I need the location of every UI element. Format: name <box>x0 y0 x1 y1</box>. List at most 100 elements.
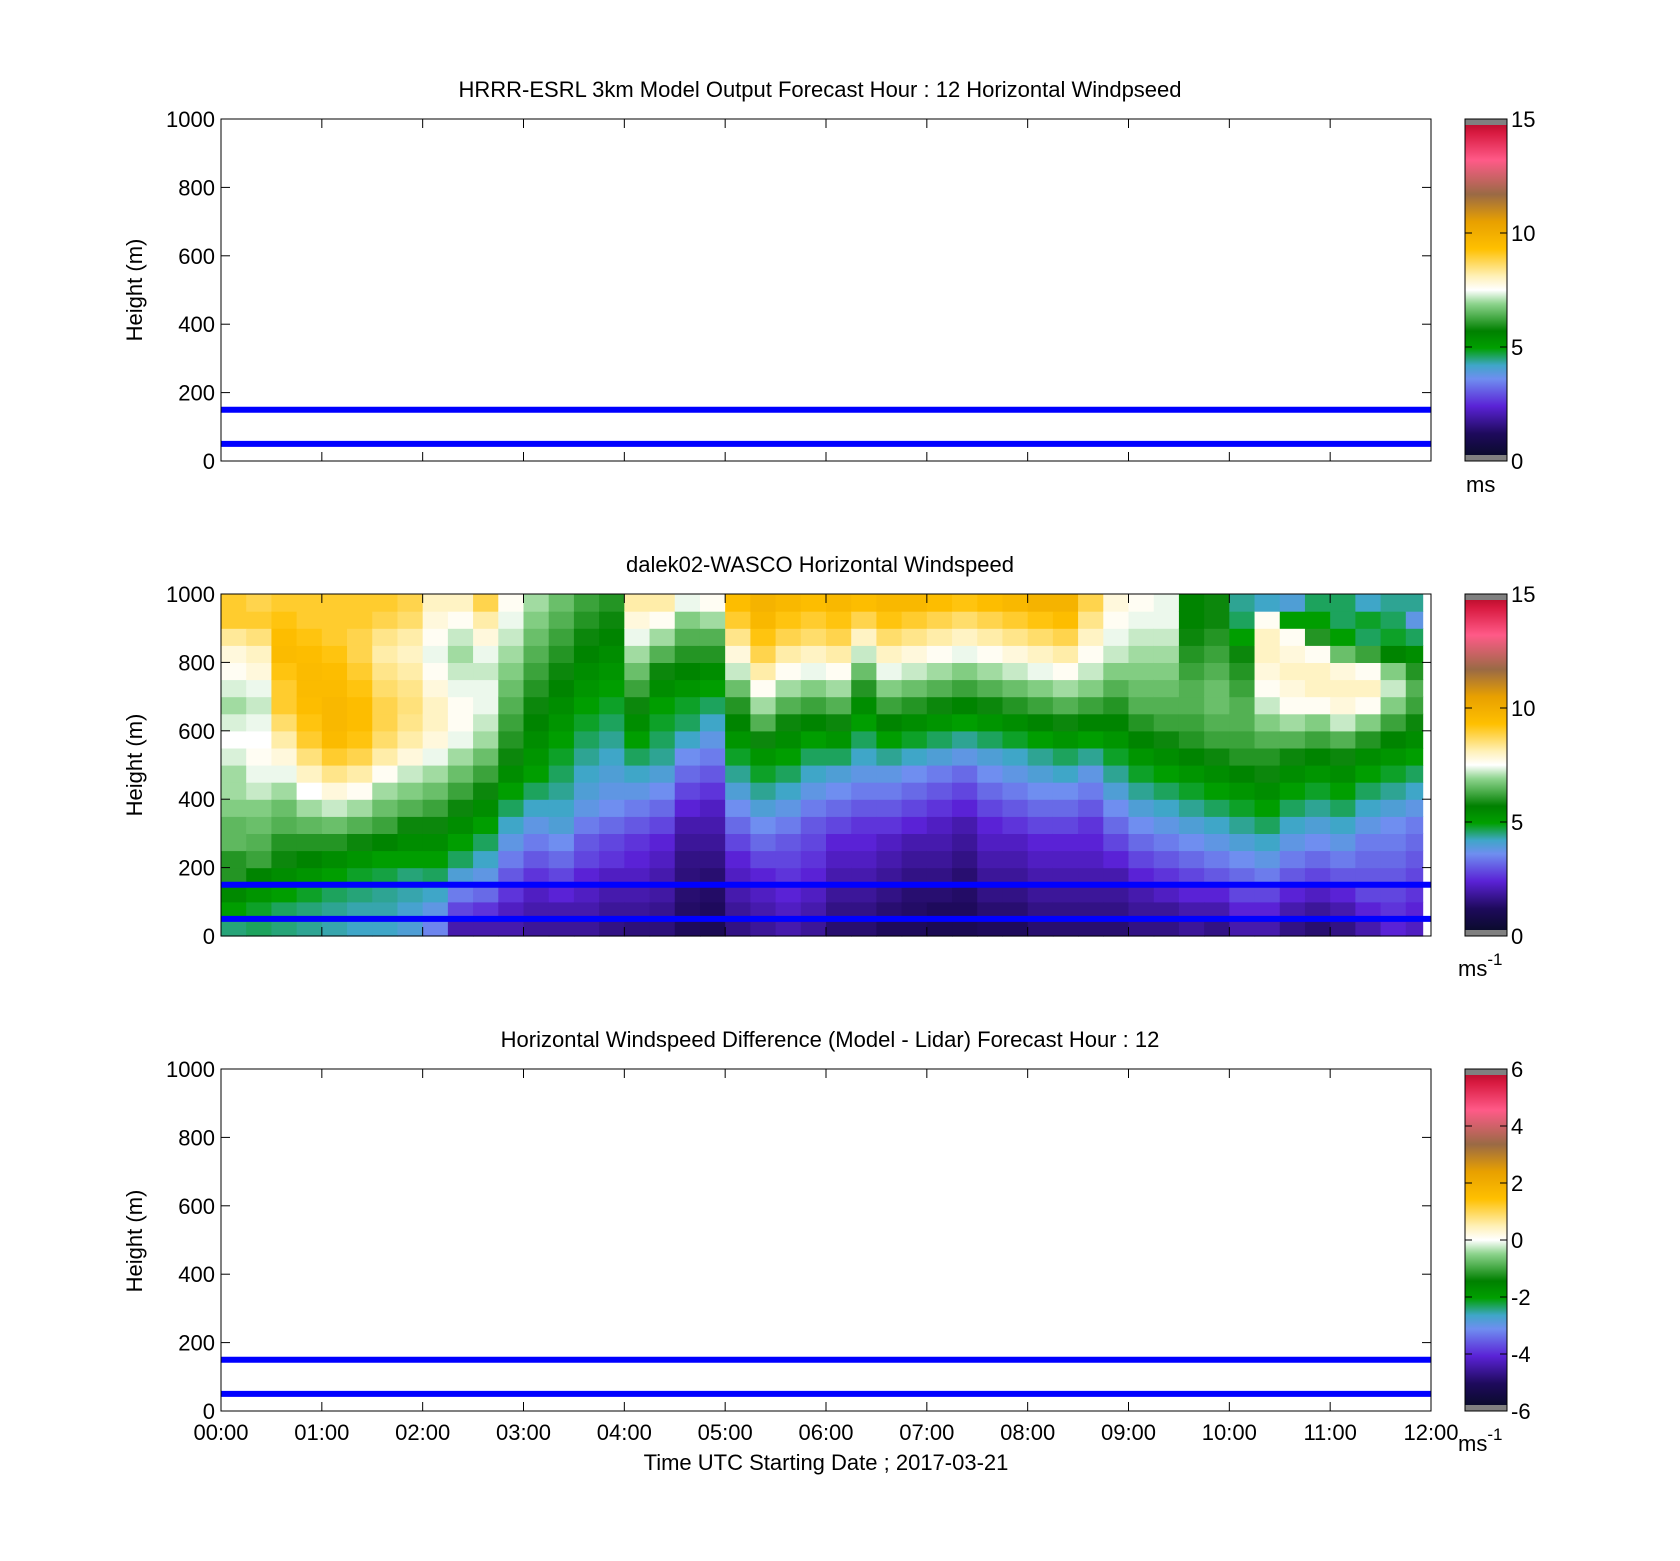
heatmap-cell <box>548 730 575 749</box>
heatmap-cell <box>422 918 449 937</box>
heatmap-cell <box>750 679 777 698</box>
heatmap-cell <box>397 884 424 903</box>
heatmap-cell <box>674 765 701 783</box>
heatmap-cell <box>1380 747 1407 766</box>
heatmap-cell <box>876 799 903 817</box>
heatmap-cell <box>1027 765 1054 783</box>
heatmap-cell <box>725 799 751 817</box>
colorbar-tick-label: 10 <box>1511 696 1535 721</box>
heatmap-cell <box>1027 730 1054 749</box>
heatmap-cell <box>498 747 525 766</box>
heatmap-cell <box>977 833 1004 852</box>
heatmap-cell <box>372 901 399 920</box>
heatmap-cell <box>422 884 449 903</box>
heatmap-cell <box>321 884 348 903</box>
heatmap-cell <box>1052 782 1079 800</box>
heatmap-cell <box>1229 713 1256 732</box>
heatmap-cell <box>372 782 399 800</box>
heatmap-cell <box>624 782 651 800</box>
heatmap-cell <box>271 679 298 698</box>
heatmap-cell <box>901 816 928 834</box>
y-tick-label: 600 <box>178 719 215 744</box>
heatmap-cell <box>296 884 323 903</box>
heatmap-cell <box>1027 782 1054 800</box>
heatmap-cell <box>548 662 575 681</box>
heatmap-cell <box>1279 730 1306 749</box>
heatmap-cell <box>674 833 701 852</box>
x-tick-label: 03:00 <box>496 1420 551 1445</box>
difference-x-ticks <box>220 1069 1432 1411</box>
heatmap-cell <box>977 730 1004 749</box>
heatmap-cell <box>1279 628 1306 646</box>
heatmap-cell <box>347 747 373 766</box>
heatmap-cell <box>246 662 273 681</box>
heatmap-cell <box>296 662 323 681</box>
heatmap-cell <box>1178 884 1205 903</box>
heatmap-cell <box>422 799 449 817</box>
heatmap-cell <box>246 679 273 698</box>
heatmap-cell <box>1178 594 1205 612</box>
heatmap-cell <box>1229 645 1256 663</box>
heatmap-cell <box>1103 645 1130 663</box>
heatmap-cell <box>926 816 953 834</box>
heatmap-cell <box>1254 867 1281 886</box>
heatmap-cell <box>1204 713 1230 732</box>
heatmap-cell <box>1304 833 1331 852</box>
heatmap-cell <box>599 713 625 732</box>
heatmap-cell <box>624 645 651 663</box>
heatmap-cell <box>447 628 474 646</box>
heatmap-cell <box>750 918 777 937</box>
heatmap-cell <box>1103 730 1130 749</box>
heatmap-cell <box>473 782 499 800</box>
heatmap-cell <box>1027 696 1054 715</box>
heatmap-cell <box>1204 833 1230 852</box>
heatmap-cell <box>1229 765 1256 783</box>
heatmap-cell <box>649 765 676 783</box>
heatmap-cell <box>1254 747 1281 766</box>
y-tick-label: 0 <box>203 1399 215 1424</box>
heatmap-cell <box>296 816 323 834</box>
heatmap-cell <box>599 594 625 612</box>
heatmap-cell <box>498 918 525 937</box>
heatmap-cell <box>674 628 701 646</box>
heatmap-cell <box>800 765 827 783</box>
heatmap-cell <box>1002 713 1029 732</box>
heatmap-cell <box>422 765 449 783</box>
heatmap-cell <box>952 713 978 732</box>
heatmap-cell <box>523 782 550 800</box>
heatmap-cell <box>1229 918 1256 937</box>
heatmap-cell <box>851 594 878 612</box>
heatmap-cell <box>221 799 247 817</box>
heatmap-cell <box>800 867 827 886</box>
heatmap-cell <box>876 782 903 800</box>
heatmap-cell <box>1254 901 1281 920</box>
heatmap-cell <box>725 628 751 646</box>
heatmap-cell <box>699 867 726 886</box>
heatmap-cell <box>321 645 348 663</box>
heatmap-cell <box>271 594 298 612</box>
heatmap-cell <box>851 713 878 732</box>
heatmap-cell <box>473 833 499 852</box>
heatmap-cell <box>599 679 625 698</box>
heatmap-cell <box>952 765 978 783</box>
heatmap-cell <box>1330 850 1356 869</box>
heatmap-cell <box>498 850 525 869</box>
heatmap-cell <box>1052 730 1079 749</box>
heatmap-cell <box>1380 628 1407 646</box>
heatmap-cell <box>624 765 651 783</box>
heatmap-cell <box>826 850 852 869</box>
heatmap-cell <box>725 782 751 800</box>
heatmap-cell <box>1153 713 1180 732</box>
heatmap-cell <box>674 816 701 834</box>
heatmap-cell <box>422 782 449 800</box>
heatmap-cell <box>1052 850 1079 869</box>
heatmap-cell <box>1027 679 1054 698</box>
lidar-colorbar-ticks: 0 5 10 15 <box>1465 582 1535 949</box>
heatmap-cell <box>826 918 852 937</box>
heatmap-cell <box>447 833 474 852</box>
heatmap-cell <box>397 901 424 920</box>
heatmap-cell <box>750 850 777 869</box>
heatmap-cell <box>1128 628 1155 646</box>
heatmap-cell <box>649 901 676 920</box>
heatmap-cell <box>1103 679 1130 698</box>
